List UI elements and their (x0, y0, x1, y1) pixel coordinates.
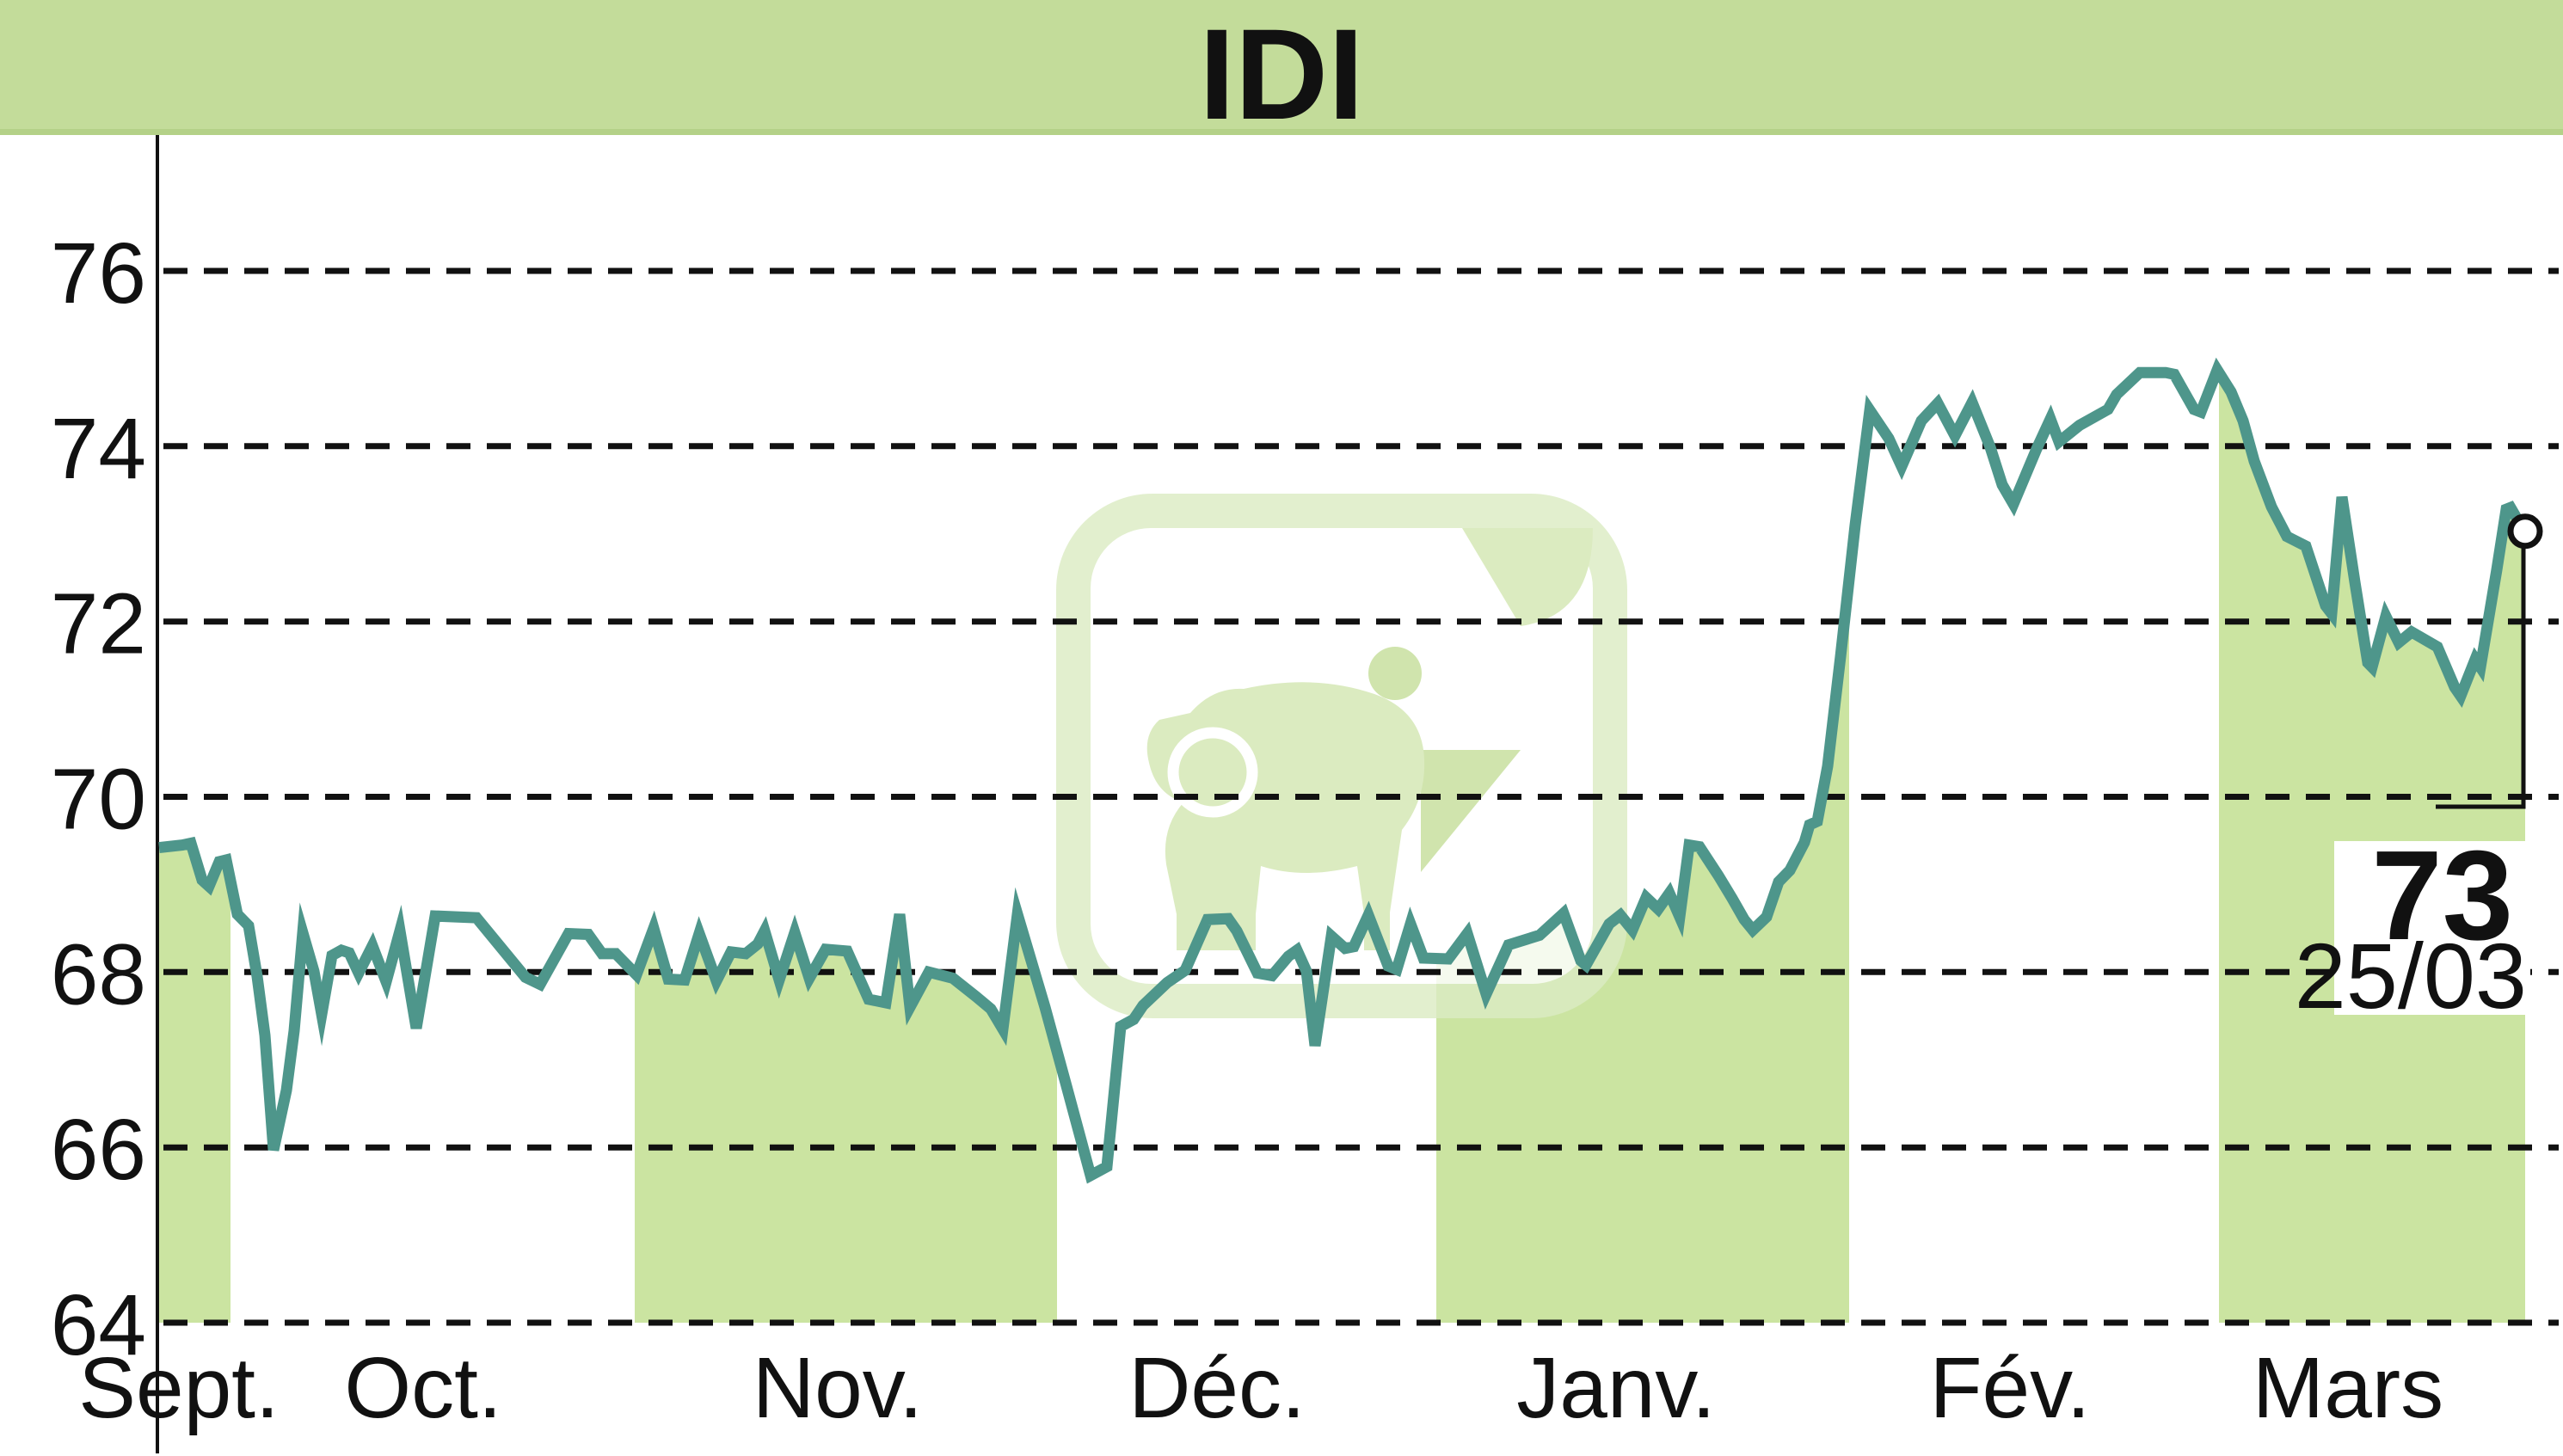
gridlines (163, 267, 2559, 1326)
month-shade-band (159, 843, 230, 1323)
y-tick-label-74: 74 (51, 401, 146, 497)
month-shade-band (1436, 579, 1849, 1323)
y-tick-label-70: 70 (51, 752, 146, 848)
page-title: IDI (1199, 2, 1364, 146)
y-tick-label-72: 72 (51, 576, 146, 673)
month-label-6: Fév. (1929, 1340, 2090, 1436)
month-label-2: Oct. (344, 1340, 501, 1436)
month-label-3: Nov. (753, 1340, 923, 1436)
y-tick-label-68: 68 (51, 926, 146, 1023)
y-tick-label-66: 66 (51, 1102, 146, 1198)
month-shade-band (635, 914, 1057, 1323)
watermark-corner-wedge (1462, 528, 1593, 626)
header-bar (0, 0, 2563, 129)
x-axis-month-labels: Sept. Oct. Nov. Déc. Janv. Fév. Mars (78, 1340, 2443, 1436)
watermark-logo (1056, 494, 1627, 1018)
watermark-dot (1368, 647, 1422, 700)
month-label-7: Mars (2253, 1340, 2443, 1436)
watermark-page-fold (1421, 750, 1521, 872)
bull-icon (1146, 682, 1425, 950)
price-line (158, 357, 2529, 1184)
month-label-1: Sept. (78, 1340, 280, 1436)
last-price-value: 73 (2371, 825, 2513, 967)
month-label-5: Janv. (1516, 1340, 1716, 1436)
header-bar-border (0, 129, 2563, 135)
last-point-callout-line (2436, 547, 2526, 809)
y-tick-label-64: 64 (51, 1277, 146, 1373)
last-price-label-box (2334, 841, 2530, 1015)
last-point-marker (2507, 513, 2543, 550)
y-tick-label-76: 76 (51, 225, 146, 322)
last-price-date: 25/03 (2295, 924, 2527, 1028)
bull-horn-ring-icon (1167, 727, 1258, 818)
y-axis-labels: 76 74 72 70 68 66 64 (51, 225, 146, 1373)
month-label-4: Déc. (1128, 1340, 1306, 1436)
